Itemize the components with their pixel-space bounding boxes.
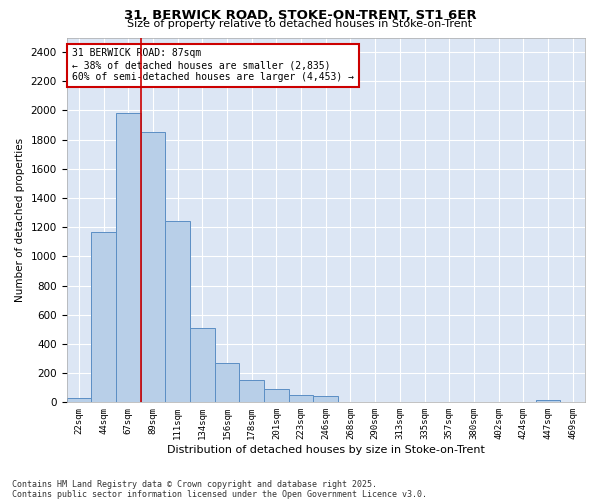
Bar	[215, 363, 239, 403]
Text: 31, BERWICK ROAD, STOKE-ON-TRENT, ST1 6ER: 31, BERWICK ROAD, STOKE-ON-TRENT, ST1 6E…	[124, 9, 476, 22]
Bar	[190, 328, 215, 402]
Bar	[165, 222, 190, 402]
Text: Size of property relative to detached houses in Stoke-on-Trent: Size of property relative to detached ho…	[127, 19, 473, 29]
Text: Contains HM Land Registry data © Crown copyright and database right 2025.
Contai: Contains HM Land Registry data © Crown c…	[12, 480, 427, 499]
Bar	[536, 400, 560, 402]
Bar	[289, 395, 313, 402]
Bar	[91, 232, 116, 402]
Y-axis label: Number of detached properties: Number of detached properties	[15, 138, 25, 302]
Bar	[313, 396, 338, 402]
Bar	[116, 114, 140, 403]
Bar	[239, 380, 264, 402]
Bar	[67, 398, 91, 402]
Text: 31 BERWICK ROAD: 87sqm
← 38% of detached houses are smaller (2,835)
60% of semi-: 31 BERWICK ROAD: 87sqm ← 38% of detached…	[72, 48, 354, 82]
X-axis label: Distribution of detached houses by size in Stoke-on-Trent: Distribution of detached houses by size …	[167, 445, 485, 455]
Bar	[264, 389, 289, 402]
Bar	[140, 132, 165, 402]
